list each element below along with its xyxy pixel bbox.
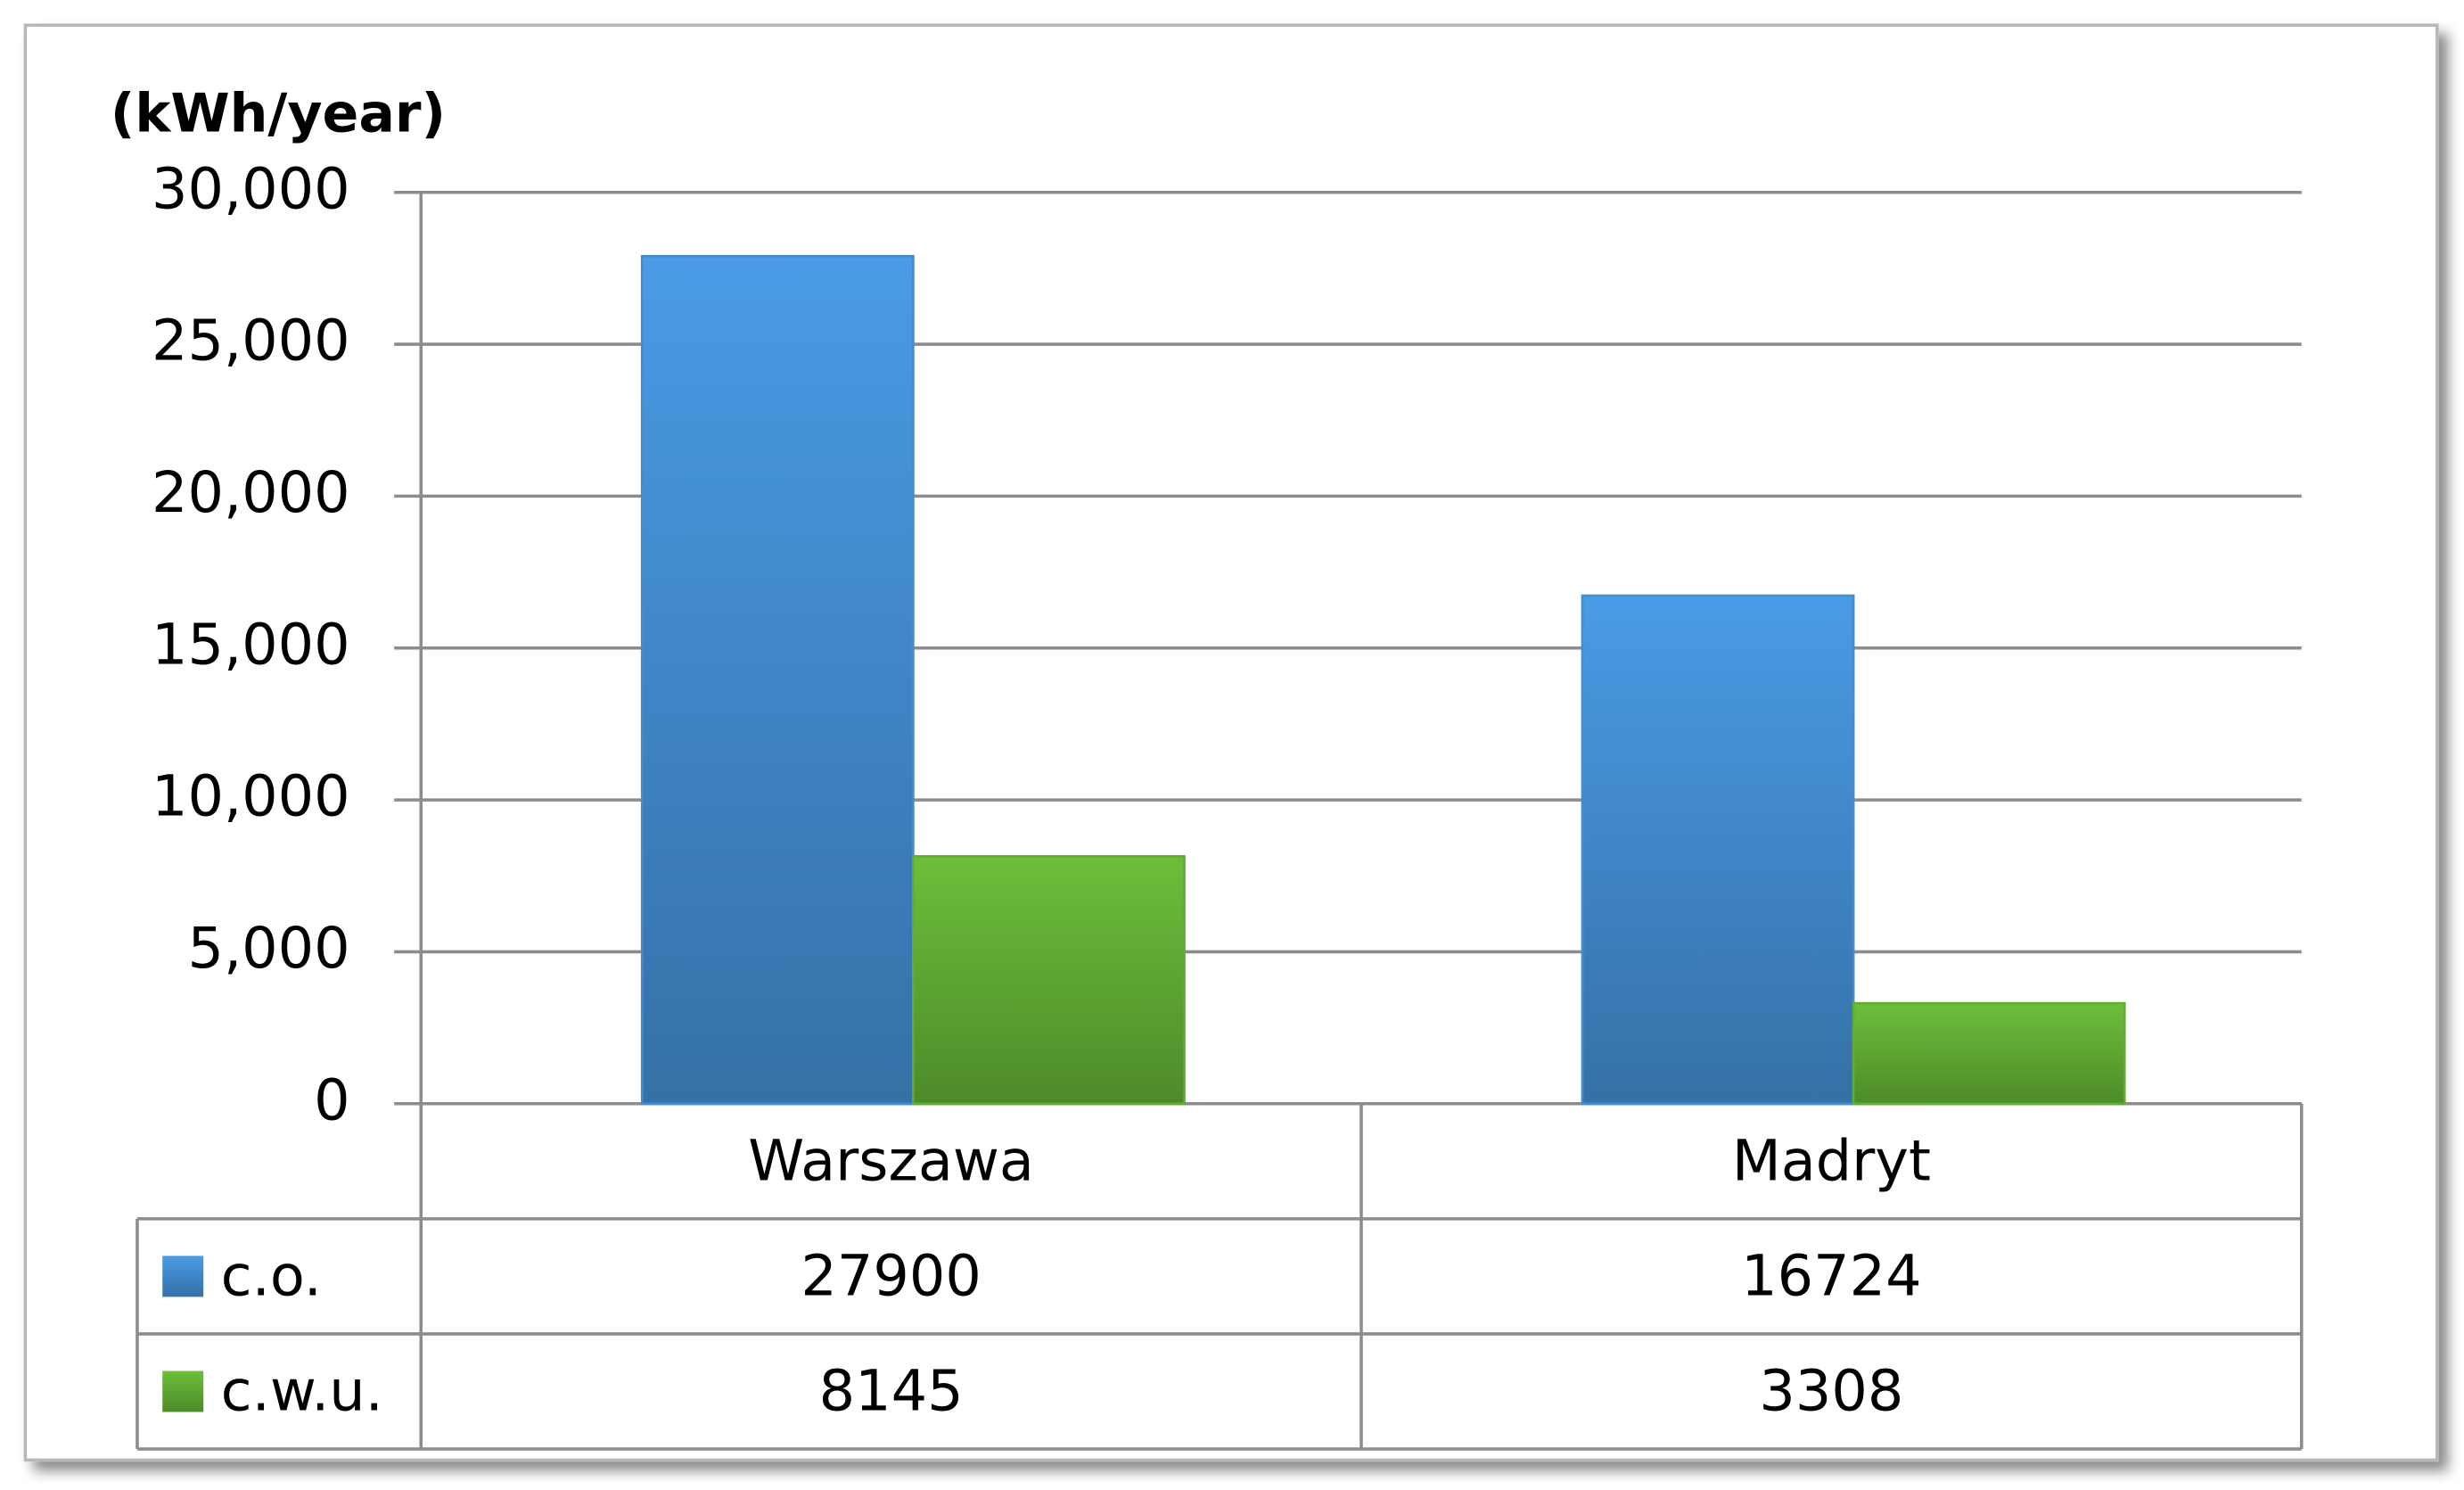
chart-frame [23,23,2439,1462]
bar [1581,594,1855,1106]
y-tick-label: 20,000 [152,460,350,526]
legend-swatch [162,1255,204,1297]
bar [1852,1001,2126,1106]
y-tick-label: 0 [314,1067,349,1133]
legend-label: c.w.u. [221,1359,383,1425]
y-tick-label: 5,000 [187,916,349,982]
y-axis-label: (kWh/year) [111,82,446,144]
x-tick-label: Madryt [1732,1128,1931,1194]
bar [640,254,915,1106]
y-tick-label: 10,000 [152,764,350,830]
plot: 0 5,000 10,000 15,000 20,000 25,000 30,000 Wars… [136,156,2304,1451]
table-value: 3308 [1759,1359,1903,1425]
legend-swatch [162,1371,204,1412]
x-tick-label: Warszawa [748,1128,1034,1194]
y-tick-label: 25,000 [152,309,350,375]
y-tick-label: 30,000 [152,156,350,222]
table-value: 16724 [1741,1244,1921,1310]
y-tick-label: 15,000 [152,612,350,678]
table-value: 8145 [819,1359,964,1425]
legend-label: c.o. [221,1244,322,1310]
table-value: 27900 [801,1244,981,1310]
bar [912,854,1186,1106]
